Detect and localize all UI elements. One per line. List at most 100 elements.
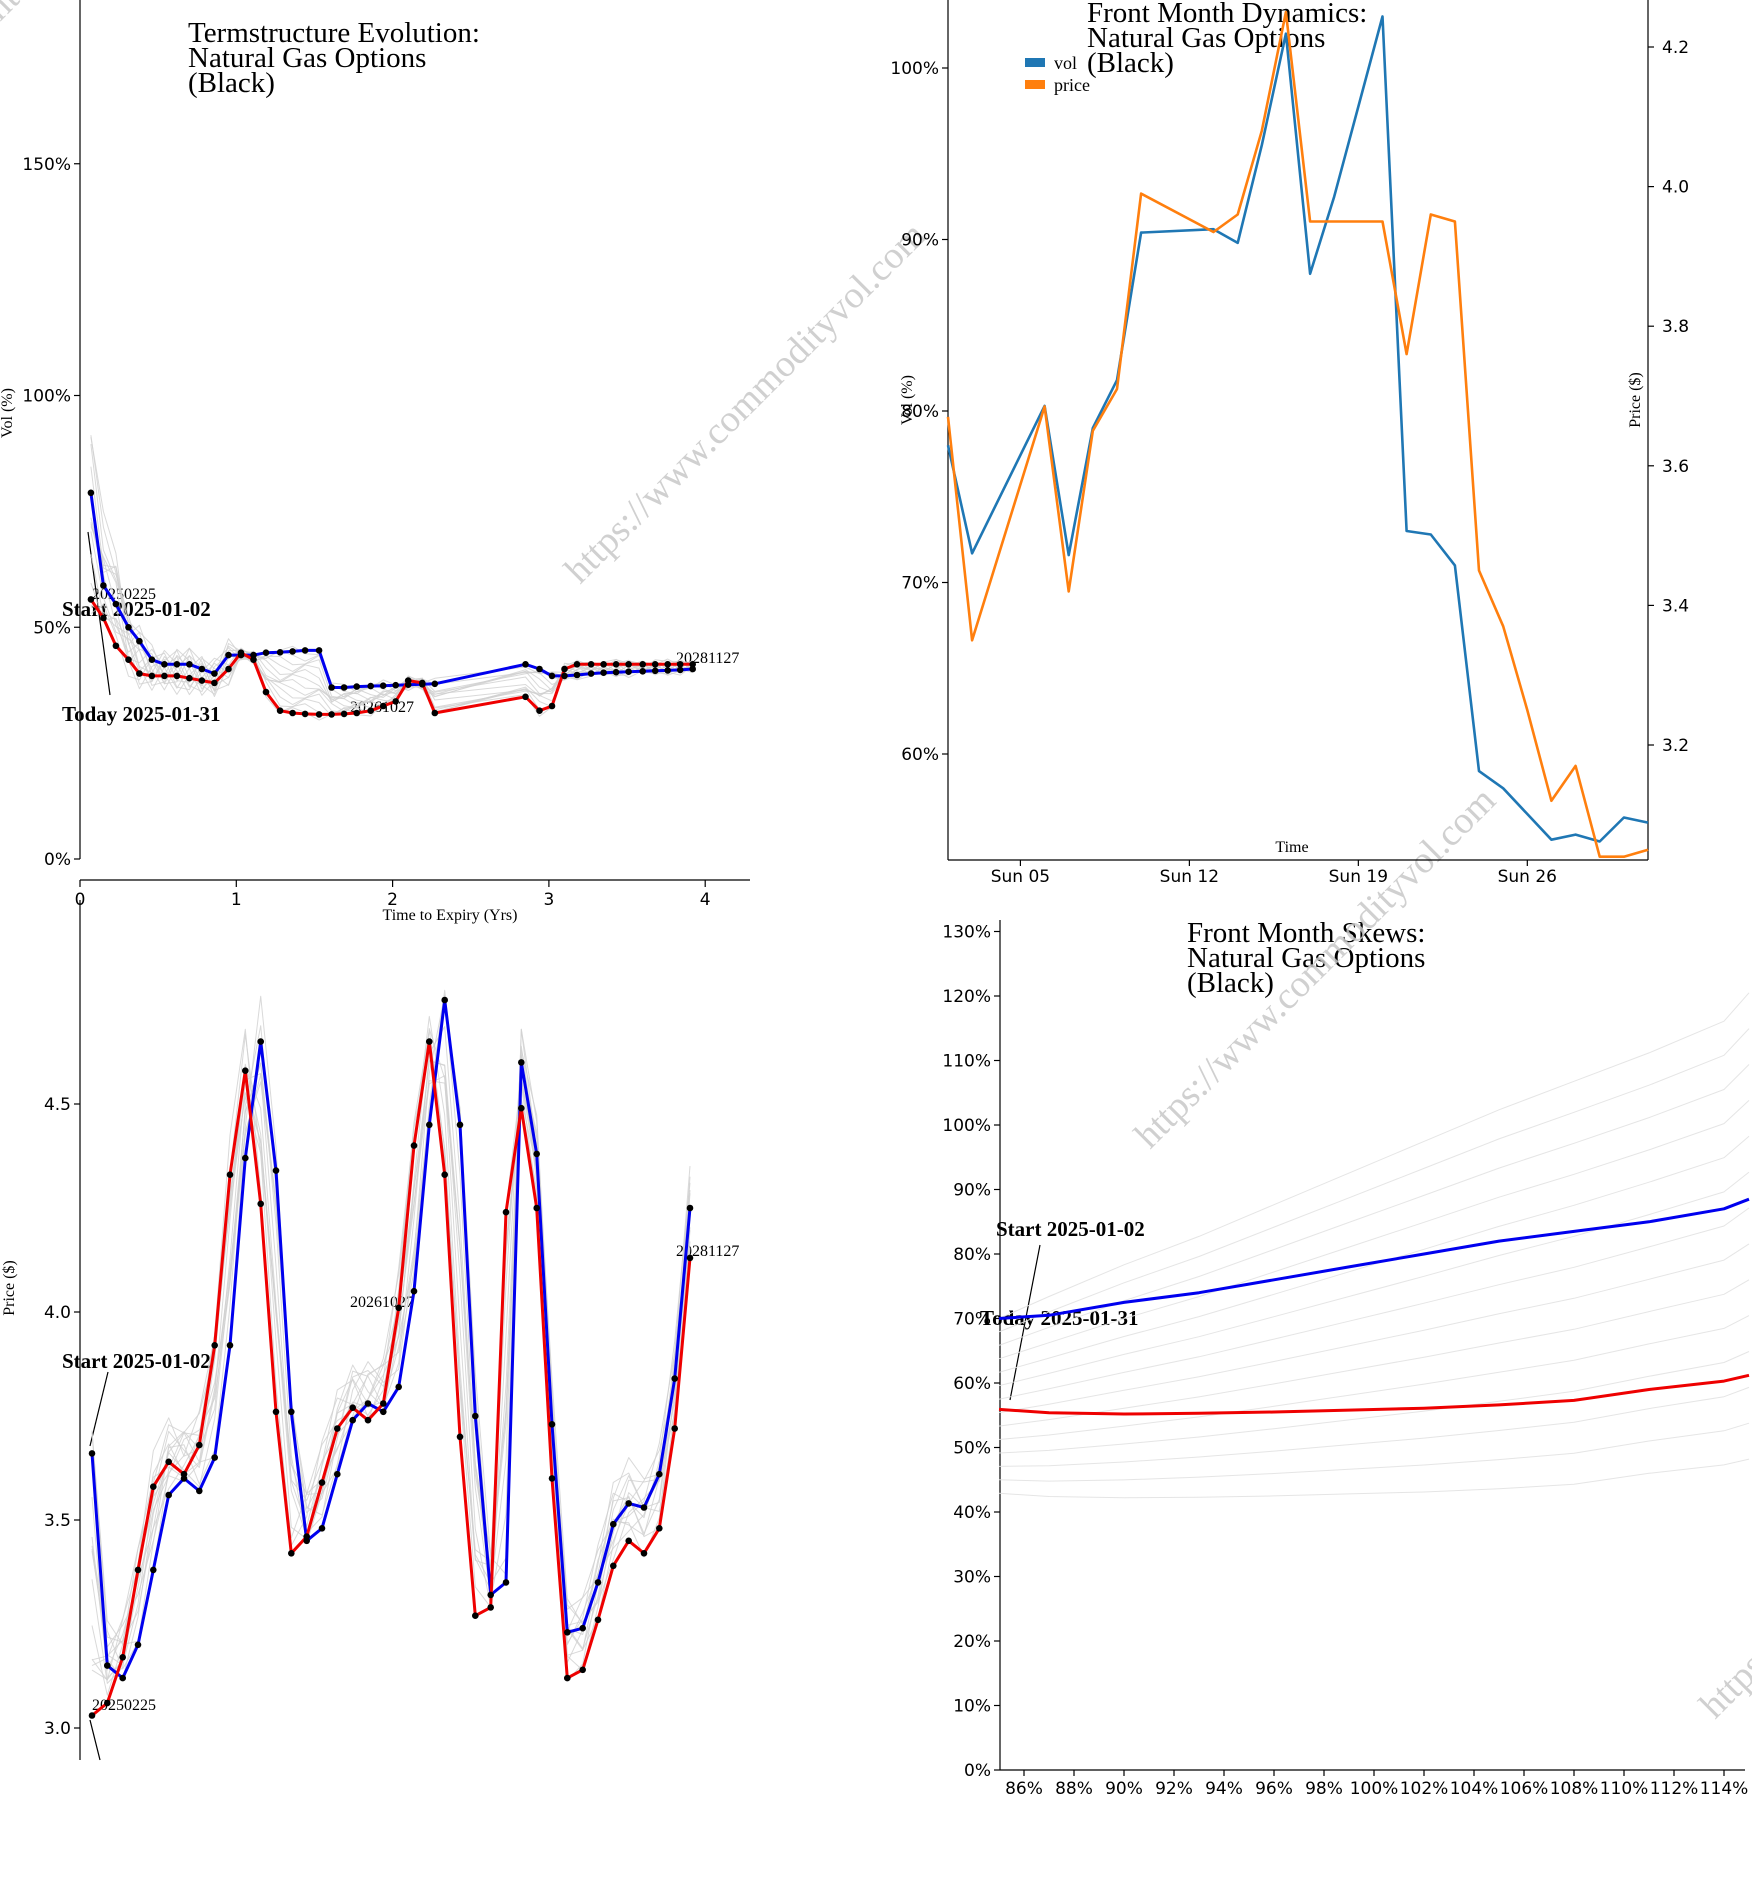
termstructure-today-point [250,656,257,663]
dynamics-right-tick-label: 3.8 [1662,317,1689,337]
skews-history-curve [998,992,1750,1319]
termstructure-start-point [262,649,270,656]
termstructure-history-curve [90,582,693,717]
dynamics-title-line-3: (Black) [1087,47,1174,79]
termstructure-today-point [100,614,107,622]
forward-prices-today-point [548,1475,556,1482]
forward-prices-today-point [564,1674,571,1682]
watermark-3: https://www.commodityvol.com [1692,1349,1752,1726]
termstructure-start-point [379,682,387,689]
forward-prices-start-point [533,1150,540,1158]
dynamics-right-tick-label: 4.0 [1662,178,1689,198]
forward-prices-start-point [165,1491,172,1499]
forward-prices-start-point [441,996,449,1004]
forward-prices-start-point [395,1383,403,1391]
termstructure-start-point [328,684,335,691]
legend-vol-swatch [1025,58,1045,67]
skews-y-tick-label: 120% [942,987,991,1007]
termstructure-today-point [404,677,412,684]
forward-prices-y-tick-label: 3.0 [44,1719,71,1739]
legend-price-label: price [1054,75,1090,95]
forward-prices-start-point [426,1121,433,1129]
termstructure-today-point [664,661,671,668]
forward-prices-today-point [441,1171,449,1178]
termstructure-start-point [353,683,361,690]
termstructure-start-point [548,672,556,680]
dynamics-title-line-1: Front Month Dynamics: [1087,0,1367,29]
forward-prices-start-point [472,1412,479,1420]
termstructure-start-point [148,656,156,663]
termstructure-start-point [689,665,696,673]
forward-prices-today-point [318,1479,326,1486]
forward-prices-today-point [288,1550,295,1557]
forward-prices-today-point [518,1104,525,1112]
skews-history-curve [998,1207,1750,1400]
forward-prices-start-point [349,1416,357,1424]
forward-prices-today-point [671,1425,678,1432]
forward-prices-start-point [196,1487,203,1495]
termstructure-x-axis-label: Time to Expiry (Yrs) [383,907,518,924]
forward-prices-start-annotation: Start 2025-01-02 [62,1349,211,1373]
forward-prices-start-point [226,1342,234,1349]
termstructure-today-point [522,693,529,701]
forward-prices-start-point [456,1121,464,1129]
forward-prices-today-point [211,1342,218,1349]
forward-prices-history-curve [91,1028,691,1681]
termstructure-start-point [431,680,439,688]
forward-prices-start-point [502,1579,510,1586]
termstructure-today-point [379,702,387,710]
forward-prices-today-point [303,1533,311,1540]
termstructure-start-point [651,667,659,675]
skews-y-tick-label: 20% [953,1632,991,1652]
forward-prices-today-point [242,1067,249,1074]
skews-x-tick-label: 108% [1550,1779,1599,1799]
termstructure-start-point [587,670,595,677]
forward-prices-start-point [211,1454,218,1461]
termstructure-today-point [198,677,206,684]
skews-y-tick-label: 110% [942,1052,991,1072]
plot-layer: 0%50%100%150%0 1 2 3 460%70%80%90%100%3.23.4… [22,0,1750,1799]
skews-x-tick-label: 110% [1600,1779,1649,1799]
forward-prices-today-point [364,1416,372,1424]
forward-prices-start-point [364,1400,372,1407]
skews-start-curve [998,1197,1750,1320]
termstructure-x-tick-label: 1 [231,890,242,910]
forward-prices-first-expiry-label: 20250225 [92,1697,156,1714]
termstructure-start-point [340,684,348,691]
termstructure-y-tick-label: 150% [22,155,71,175]
termstructure-start-point [367,682,375,690]
termstructure-start-point [198,665,206,673]
forward-prices-today-point [533,1204,540,1212]
termstructure-start-point [250,651,257,659]
skews-x-tick-label: 100% [1350,1779,1399,1799]
legend-vol-label: vol [1054,53,1077,73]
termstructure-x-tick-label: 3 [543,890,554,910]
forward-prices-annotation-arrow [89,1371,109,1447]
forward-prices-today-point [395,1304,403,1312]
termstructure-start-point [676,666,684,674]
termstructure-today-point [112,642,120,650]
skews-x-tick-label: 86% [1005,1779,1043,1799]
dynamics-left-tick-label: 70% [901,574,939,594]
termstructure-today-point [573,661,581,668]
forward-prices-today-curve [91,1040,692,1717]
skews-start-annotation: Start 2025-01-02 [996,1217,1145,1241]
termstructure-today-point [328,711,335,718]
termstructure-panel: Termstructure Evolution: Natural Gas Opt… [0,17,739,924]
skews-x-tick-label: 114% [1700,1779,1749,1799]
termstructure-today-point [148,672,156,680]
watermark-1: https://www.commodityvol.com [557,214,934,591]
termstructure-start-point [536,665,543,673]
forward-prices-start-point [564,1629,571,1636]
forward-prices-today-point [640,1550,648,1557]
dynamics-right-tick-label: 3.6 [1662,457,1689,477]
termstructure-start-point [600,669,607,676]
forward-prices-today-point [426,1038,433,1045]
forward-prices-history-curve [91,1026,691,1671]
dynamics-right-axis-label: Price ($) [1627,372,1644,428]
skews-x-tick-label: 96% [1255,1779,1293,1799]
forward-prices-start-point [487,1591,495,1599]
skews-x-tick-label: 104% [1450,1779,1499,1799]
termstructure-start-point [522,661,529,668]
skews-annotation-arrow [1009,1244,1041,1401]
